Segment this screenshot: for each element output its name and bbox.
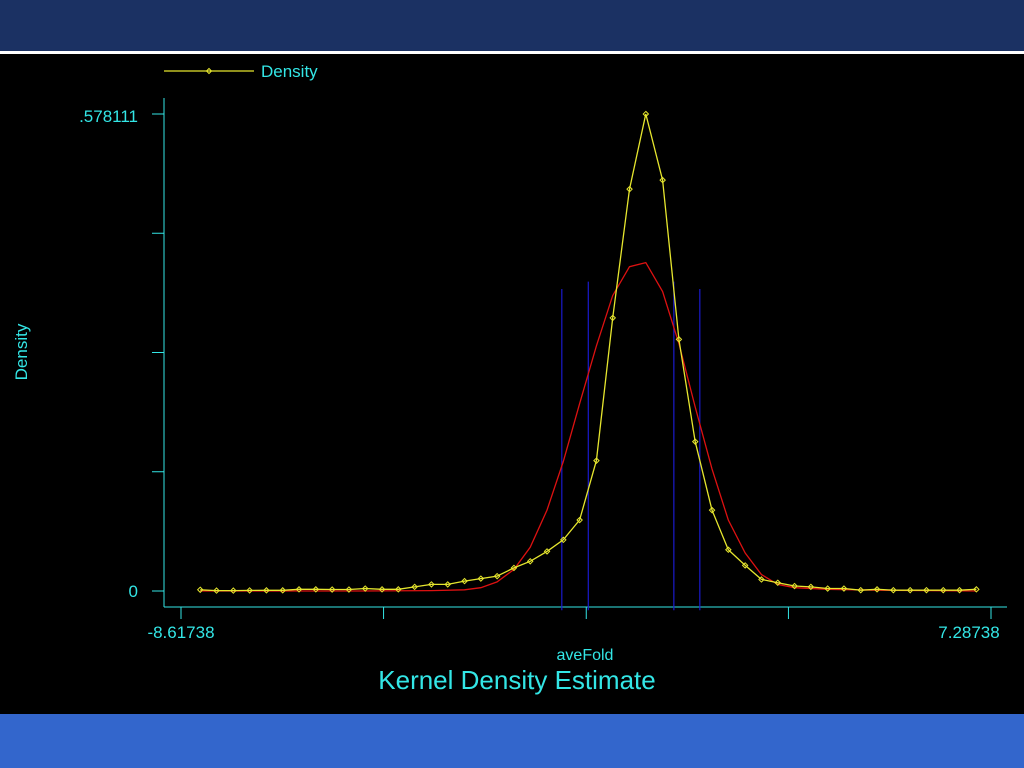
kde-point	[840, 585, 848, 592]
kde-point	[675, 336, 683, 343]
kde-point	[510, 564, 518, 572]
kde-point	[791, 582, 798, 590]
x-axis-title: aveFold	[557, 647, 614, 664]
kde-point	[873, 586, 881, 593]
kde-point	[477, 575, 485, 582]
kde-point	[807, 583, 815, 591]
kde-point	[230, 587, 237, 594]
title-bar-rule	[0, 51, 1024, 54]
kde-point	[576, 516, 583, 524]
kde-point	[378, 586, 386, 593]
kde-point	[395, 586, 402, 593]
kde-point	[543, 548, 551, 555]
kde-point	[626, 185, 633, 193]
normal-density-series	[200, 261, 977, 592]
kde-point	[312, 586, 320, 593]
kde-point	[461, 577, 468, 585]
kde-point	[725, 546, 732, 554]
x-tick-label-min: -8.61738	[147, 623, 214, 642]
reference-lines	[561, 281, 701, 611]
kde-point	[708, 506, 716, 514]
kde-point	[526, 557, 534, 565]
title-bar	[0, 0, 1024, 51]
y-tick-label-max: .578111	[79, 107, 138, 126]
kde-point	[560, 536, 567, 544]
legend-label: Density	[261, 62, 318, 81]
kde-point	[758, 576, 765, 583]
x-tick-label-max: 7.28738	[938, 623, 999, 642]
y-axis-title: Density	[12, 323, 31, 380]
footer-bar	[0, 714, 1024, 768]
kde-point	[428, 581, 435, 588]
kernel-density-chart: Density .578111 0 -8.61738 7.28738 Densi…	[12, 62, 1007, 695]
kde-point	[659, 176, 666, 184]
kde-point	[824, 585, 831, 592]
kde-point	[411, 583, 418, 591]
chart-title: Kernel Density Estimate	[378, 665, 655, 695]
kde-point	[213, 587, 220, 594]
y-ticks	[152, 113, 164, 592]
kde-point	[263, 587, 270, 594]
kde-point	[246, 587, 253, 594]
kde-point	[939, 586, 947, 594]
kde-point	[444, 581, 452, 588]
kde-point	[609, 314, 617, 322]
x-ticks	[180, 607, 992, 619]
kde-point	[906, 586, 914, 594]
kde-point	[923, 586, 930, 594]
kde-point	[774, 579, 782, 587]
legend-marker	[205, 67, 213, 75]
kde-point	[857, 586, 865, 594]
kde-point	[593, 457, 600, 464]
kde-point	[279, 587, 287, 594]
kde-point	[361, 585, 369, 592]
kde-point	[890, 586, 897, 594]
kde-point	[691, 438, 699, 445]
kde-point	[345, 586, 353, 593]
kde-point	[295, 586, 303, 593]
kde-density-series	[196, 110, 980, 594]
kde-point	[493, 572, 501, 580]
y-tick-label-zero: 0	[129, 582, 138, 601]
kde-point	[642, 110, 650, 118]
kde-point	[328, 586, 336, 593]
legend: Density	[164, 62, 318, 81]
normal-density-line	[200, 261, 977, 592]
kde-point	[973, 586, 980, 593]
kde-point	[196, 586, 204, 594]
kde-point	[956, 586, 963, 594]
kde-point	[741, 562, 749, 569]
